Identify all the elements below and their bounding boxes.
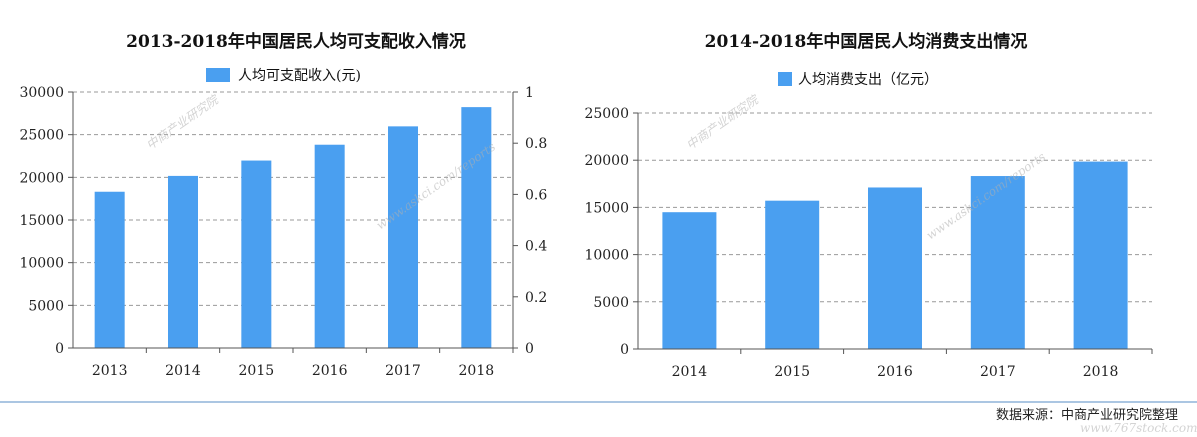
y-tick-label: 5000 bbox=[593, 295, 629, 311]
x-tick-label: 2013 bbox=[92, 363, 128, 379]
chart-left-legend-label: 人均可支配收入(元) bbox=[238, 68, 361, 84]
x-tick-label: 2018 bbox=[1083, 364, 1119, 380]
bar bbox=[1073, 161, 1128, 349]
bar bbox=[662, 212, 717, 349]
y-tick-label: 30000 bbox=[19, 85, 64, 101]
data-source-note: 数据来源：中商产业研究院整理 bbox=[996, 408, 1178, 423]
y-tick-label: 5000 bbox=[28, 298, 64, 314]
y-tick-label: 20000 bbox=[19, 170, 64, 186]
x-tick-label: 2015 bbox=[239, 363, 275, 379]
watermark-brand: 中商产业研究院 bbox=[144, 92, 222, 153]
chart-right-legend-label: 人均消费支出（亿元） bbox=[798, 72, 938, 88]
x-tick-label: 2018 bbox=[459, 363, 495, 379]
bar bbox=[388, 126, 418, 349]
y-tick-label: 25000 bbox=[19, 128, 64, 144]
y-tick-label: 25000 bbox=[584, 106, 629, 122]
y-tick-label: 15000 bbox=[584, 200, 629, 216]
y-tick-label: 0 bbox=[620, 342, 629, 358]
y-tick-label: 15000 bbox=[19, 213, 64, 229]
chart-left-title: 2013-2018年中国居民人均可支配收入情况 bbox=[126, 31, 466, 52]
bar bbox=[241, 160, 272, 348]
y-tick-label: 0 bbox=[55, 341, 64, 357]
chart-left: 2013-2018年中国居民人均可支配收入情况 人均可支配收入(元) 0 5000… bbox=[19, 31, 547, 379]
x-tick-label: 2014 bbox=[165, 363, 201, 379]
y-tick-label: 20000 bbox=[584, 153, 629, 169]
x-tick-label: 2015 bbox=[774, 364, 810, 380]
y2-tick-label: 0.4 bbox=[525, 239, 547, 255]
chart-right-legend: 人均消费支出（亿元） bbox=[778, 72, 938, 88]
bar bbox=[168, 175, 198, 348]
bar bbox=[868, 187, 922, 349]
x-tick-label: 2016 bbox=[877, 364, 913, 380]
chart-right-title: 2014-2018年中国居民人均消费支出情况 bbox=[705, 31, 1028, 52]
x-tick-label: 2016 bbox=[312, 363, 348, 379]
x-tick-label: 2017 bbox=[980, 364, 1016, 380]
bar bbox=[94, 191, 125, 348]
chart-right-legend-swatch bbox=[778, 72, 792, 86]
chart-left-legend-swatch bbox=[206, 68, 230, 82]
x-tick-label: 2014 bbox=[672, 364, 708, 380]
y2-tick-label: 0.2 bbox=[525, 290, 547, 306]
bar bbox=[765, 200, 820, 349]
chart-left-legend: 人均可支配收入(元) bbox=[206, 68, 361, 84]
bar bbox=[461, 107, 492, 348]
bar bbox=[970, 176, 1025, 349]
y2-tick-label: 1 bbox=[525, 85, 534, 101]
y-tick-label: 10000 bbox=[584, 248, 629, 264]
bar bbox=[314, 144, 345, 348]
y2-tick-label: 0.6 bbox=[525, 187, 547, 203]
y-tick-label: 10000 bbox=[19, 256, 64, 272]
watermark-corner: www.767stock.com bbox=[1080, 421, 1197, 435]
y2-tick-label: 0 bbox=[525, 341, 534, 357]
y2-tick-label: 0.8 bbox=[525, 136, 547, 152]
x-tick-label: 2017 bbox=[385, 363, 421, 379]
chart-right: 2014-2018年中国居民人均消费支出情况 人均消费支出（亿元） 0 5000 1… bbox=[584, 31, 1153, 380]
watermark-brand-right: 中商产业研究院 bbox=[684, 92, 762, 153]
